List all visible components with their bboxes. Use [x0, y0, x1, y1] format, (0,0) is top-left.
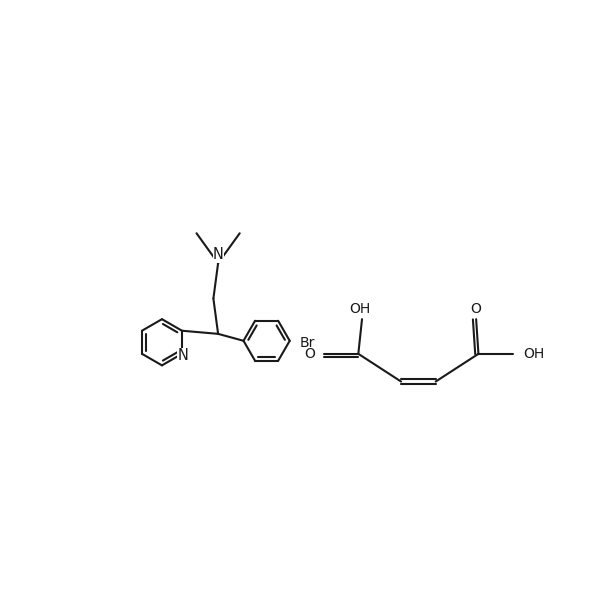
Text: N: N	[178, 348, 188, 363]
Text: Br: Br	[300, 336, 315, 350]
Text: OH: OH	[349, 302, 370, 316]
Text: N: N	[212, 247, 224, 262]
Text: O: O	[304, 347, 316, 361]
Text: OH: OH	[523, 347, 545, 361]
Text: O: O	[470, 302, 482, 316]
